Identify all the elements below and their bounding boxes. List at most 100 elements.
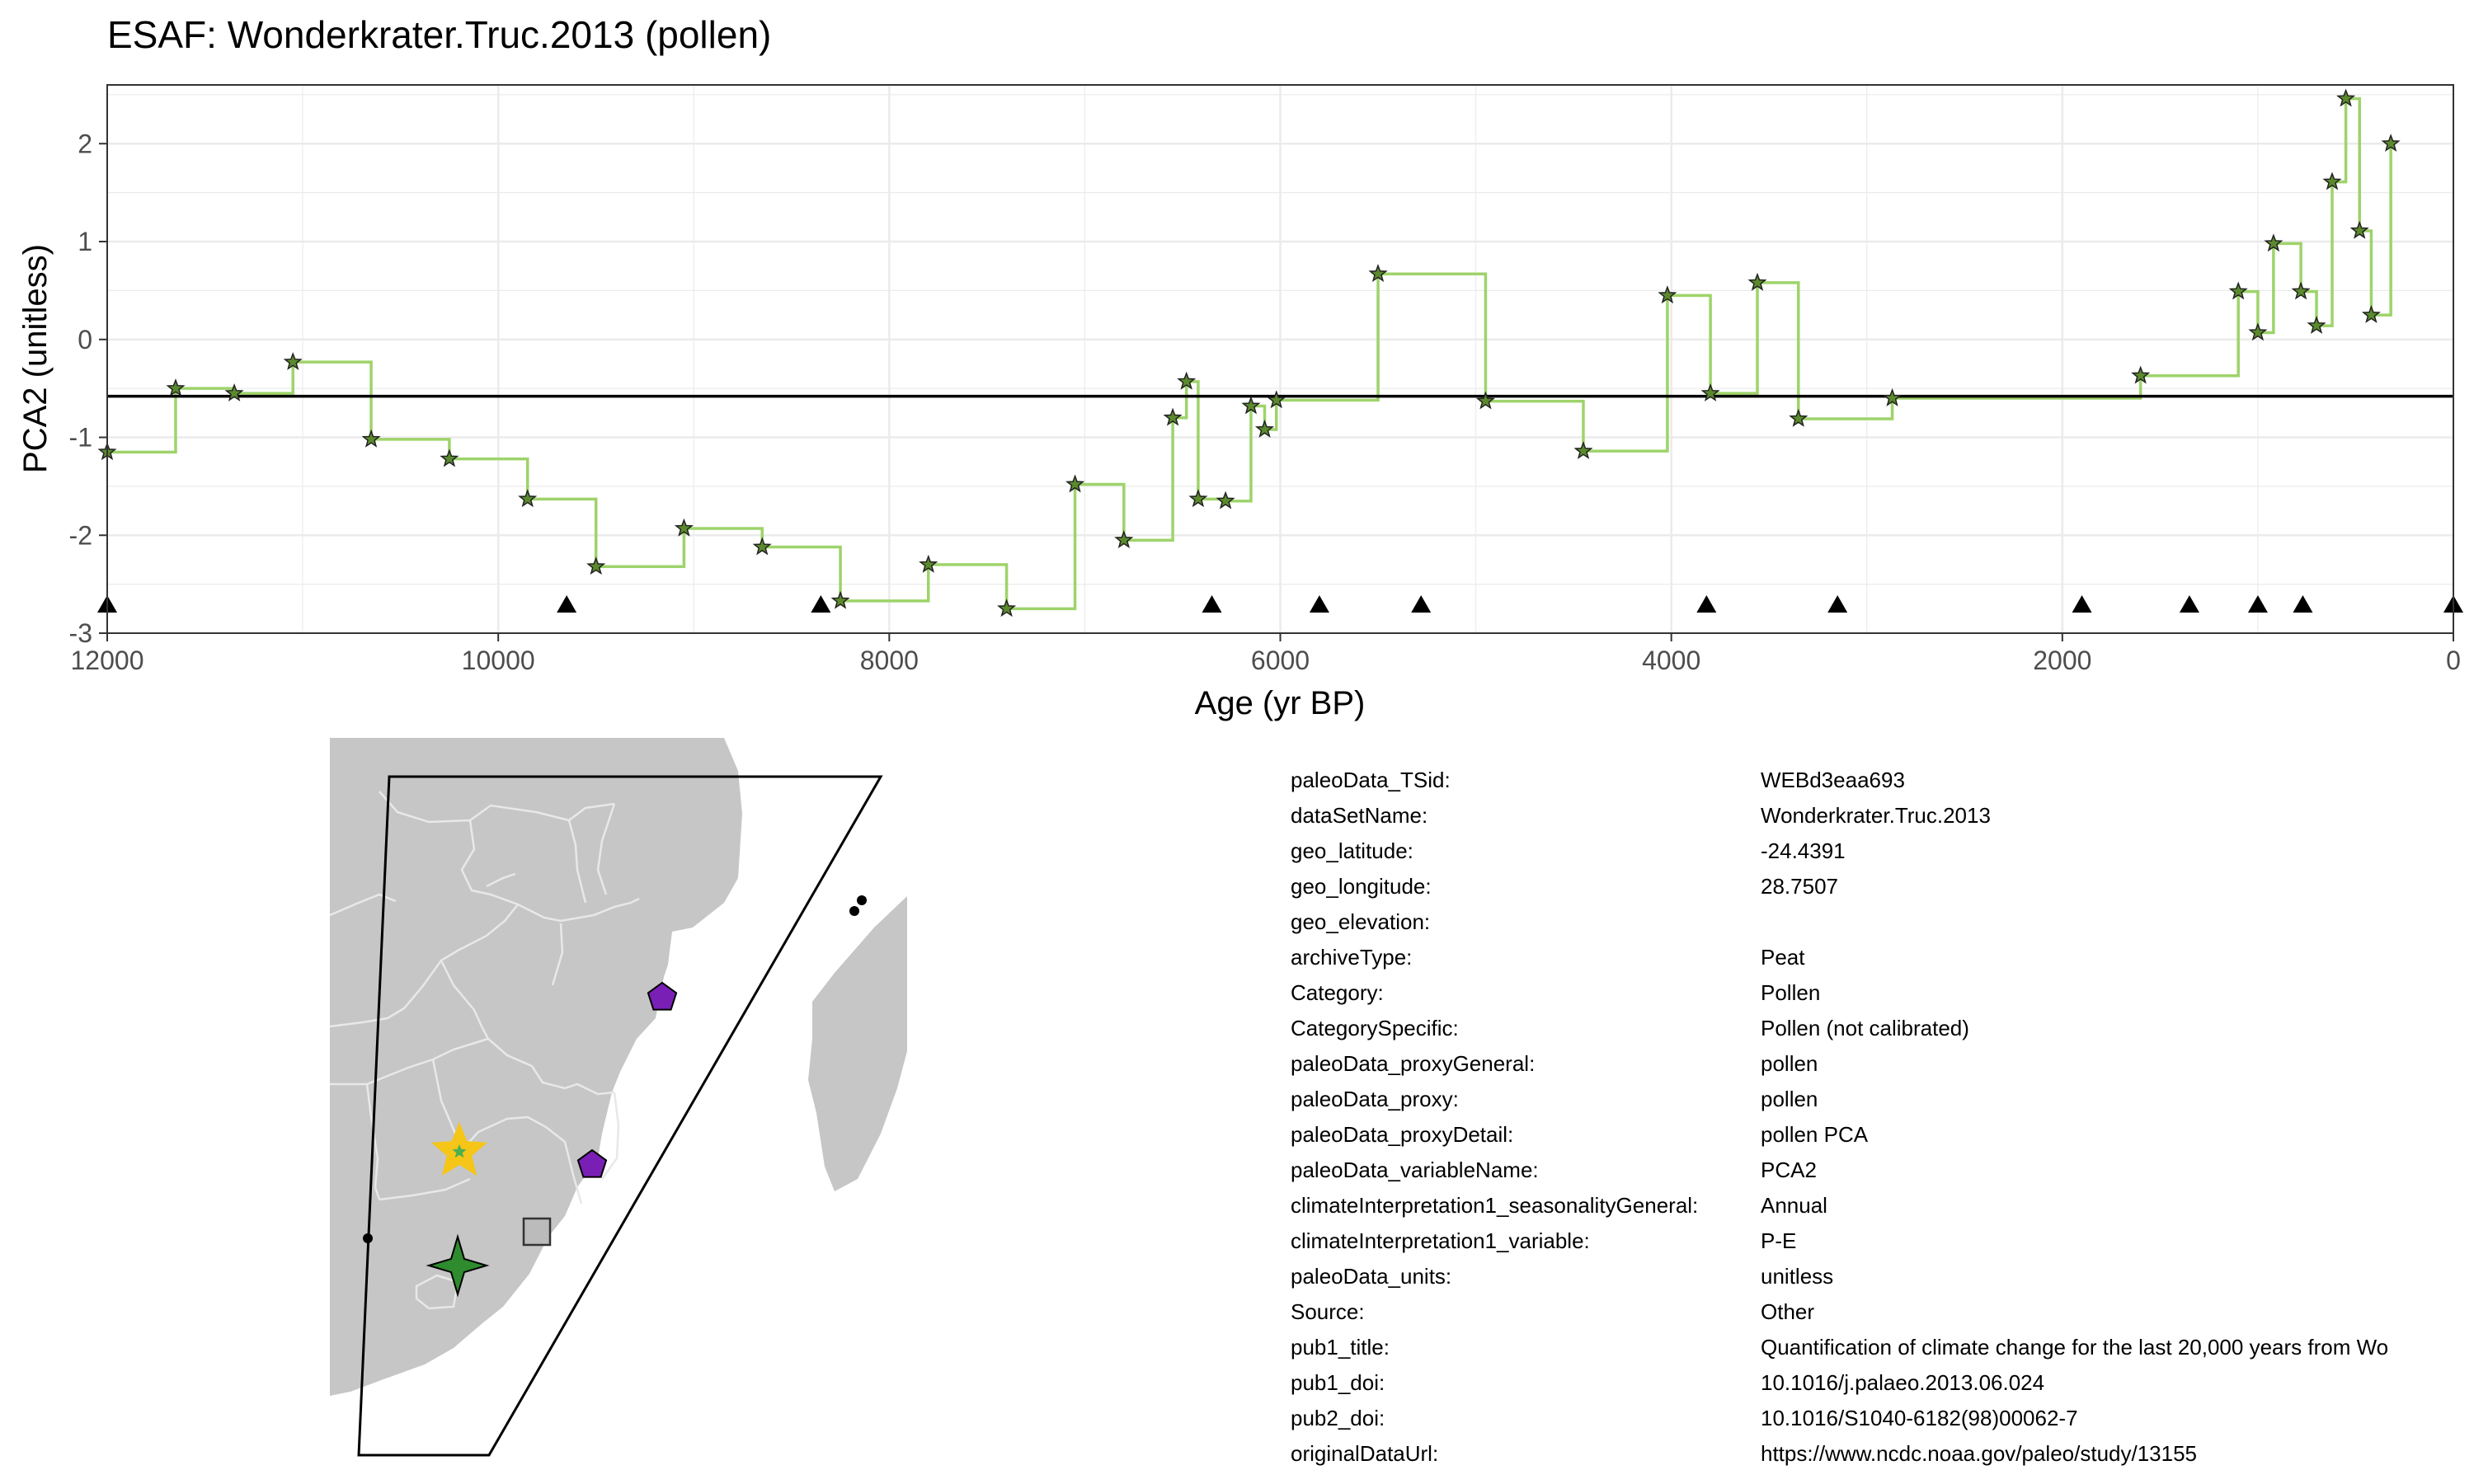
metadata-key: pub2_doi: — [1291, 1406, 1385, 1430]
metadata-key: pub1_doi: — [1291, 1370, 1385, 1395]
metadata-row: archiveType: Peat — [1291, 940, 2474, 975]
y-tick-label: -1 — [69, 423, 92, 453]
data-point — [2228, 281, 2248, 300]
data-point — [1254, 419, 1275, 438]
x-axis-label: Age (yr BP) — [1195, 685, 1366, 721]
data-point — [1789, 408, 1808, 427]
metadata-key: CategorySpecific: — [1291, 1016, 1459, 1040]
data-point — [1177, 371, 1197, 390]
metadata-key: paleoData_TSid: — [1291, 768, 1451, 792]
metadata-key: paleoData_variableName: — [1291, 1158, 1539, 1182]
site-pentagon-icon — [647, 981, 678, 1011]
metadata-key: geo_latitude: — [1291, 838, 1413, 863]
data-point — [2264, 233, 2284, 252]
metadata-value: PCA2 — [1761, 1158, 1817, 1182]
data-point — [1573, 440, 1593, 459]
data-point — [1747, 272, 1767, 291]
y-tick-label: -2 — [69, 520, 92, 550]
data-point — [2381, 134, 2401, 153]
x-axis-ticks: 12000 10000 8000 6000 4000 2000 0 — [71, 633, 2461, 675]
y-axis-label: PCA2 (unitless) — [17, 244, 54, 473]
data-point — [1114, 530, 1134, 549]
metadata-key: paleoData_proxyGeneral: — [1291, 1051, 1536, 1076]
x-tick-label: 2000 — [2033, 646, 2091, 675]
metadata-value: Wonderkrater.Truc.2013 — [1761, 803, 1991, 828]
data-point — [1188, 489, 1208, 508]
metadata-row: paleoData_proxyGeneral: pollen — [1291, 1046, 2474, 1082]
data-point — [1241, 396, 1261, 415]
y-axis-ticks: -3 -2 -1 0 1 2 — [69, 129, 107, 648]
chronology-triangle-icon — [2179, 595, 2199, 613]
chart-title: ESAF: Wonderkrater.Truc.2013 (pollen) — [107, 13, 771, 56]
metadata-row: originalDataUrl: https://www.ncdc.noaa.go… — [1291, 1436, 2474, 1472]
africa-landmass — [330, 738, 742, 1396]
metadata-key: originalDataUrl: — [1291, 1441, 1439, 1466]
plot-points — [97, 88, 2401, 618]
metadata-value: pollen — [1761, 1051, 1818, 1076]
metadata-key: pub1_title: — [1291, 1335, 1390, 1360]
metadata-row: paleoData_proxyDetail: pollen PCA — [1291, 1117, 2474, 1153]
data-point — [2291, 281, 2311, 300]
metadata-key: paleoData_proxy: — [1291, 1087, 1459, 1111]
x-tick-label: 4000 — [1642, 646, 1700, 675]
data-point — [2361, 304, 2381, 323]
metadata-key: Category: — [1291, 980, 1384, 1005]
data-point — [830, 590, 850, 609]
metadata-value: Pollen — [1761, 980, 1821, 1005]
metadata-row: dataSetName: Wonderkrater.Truc.2013 — [1291, 798, 2474, 834]
data-point — [166, 378, 186, 397]
data-point — [2248, 322, 2268, 341]
data-point — [283, 351, 303, 370]
x-tick-label: 6000 — [1251, 646, 1310, 675]
data-point — [2322, 171, 2342, 190]
metadata-row: climateInterpretation1_seasonalityGenera… — [1291, 1188, 2474, 1223]
metadata-row: paleoData_TSid: WEBd3eaa693 — [1291, 763, 2474, 798]
x-tick-label: 12000 — [71, 646, 144, 675]
data-point — [440, 448, 459, 467]
data-point — [919, 554, 938, 573]
metadata-row: Source: Other — [1291, 1294, 2474, 1330]
metadata-key: geo_longitude: — [1291, 874, 1432, 899]
site-square-icon — [522, 1217, 552, 1247]
chronology-triangle-icon — [1411, 595, 1432, 613]
x-tick-label: 8000 — [860, 646, 919, 675]
y-tick-label: -3 — [69, 618, 92, 648]
data-point — [2307, 315, 2326, 334]
metadata-key: climateInterpretation1_seasonalityGenera… — [1291, 1193, 1699, 1218]
metadata-key: archiveType: — [1291, 945, 1413, 970]
madagascar-landmass — [808, 896, 907, 1191]
metadata-table: paleoData_TSid: WEBd3eaa693 dataSetName: Wo… — [1291, 763, 2474, 1472]
metadata-value: Annual — [1761, 1193, 1827, 1218]
metadata-key: Source: — [1291, 1299, 1365, 1324]
site-pentagon-icon — [576, 1148, 608, 1178]
data-point — [1368, 264, 1388, 283]
data-point — [1658, 285, 1677, 304]
data-point — [674, 518, 694, 537]
metadata-value: unitless — [1761, 1264, 1834, 1289]
data-point — [518, 489, 538, 508]
plot-grid — [107, 85, 2453, 633]
metadata-value: pollen — [1761, 1087, 1818, 1111]
site-cross-star-icon — [426, 1233, 490, 1298]
metadata-value: pollen PCA — [1761, 1122, 1869, 1147]
site-dot-icon — [363, 1233, 373, 1243]
metadata-row: pub1_doi: 10.1016/j.palaeo.2013.06.024 — [1291, 1365, 2474, 1401]
chronology-triangle-icon — [2293, 595, 2313, 613]
metadata-key: paleoData_units: — [1291, 1264, 1452, 1289]
metadata-value: Other — [1761, 1299, 1815, 1324]
metadata-value: 10.1016/S1040-6182(98)00062-7 — [1761, 1406, 2078, 1430]
metadata-value: 28.7507 — [1761, 874, 1838, 899]
chronology-triangle-icon — [1309, 595, 1329, 613]
time-series-chart: ESAF: Wonderkrater.Truc.2013 (pollen) 12… — [17, 13, 2463, 721]
metadata-row: pub1_title: Quantification of climate cha… — [1291, 1330, 2474, 1365]
metadata-value: Quantification of climate change for the… — [1761, 1335, 2389, 1360]
y-tick-label: 2 — [78, 129, 92, 158]
metadata-key: climateInterpretation1_variable: — [1291, 1228, 1590, 1253]
data-point — [752, 537, 772, 556]
data-point — [586, 556, 606, 575]
metadata-value: -24.4391 — [1761, 838, 1846, 863]
chronology-triangle-icon — [1202, 595, 1222, 613]
site-dot-icon — [857, 895, 867, 905]
chronology-triangle-icon — [1696, 595, 1717, 613]
country-borders — [330, 791, 640, 1310]
